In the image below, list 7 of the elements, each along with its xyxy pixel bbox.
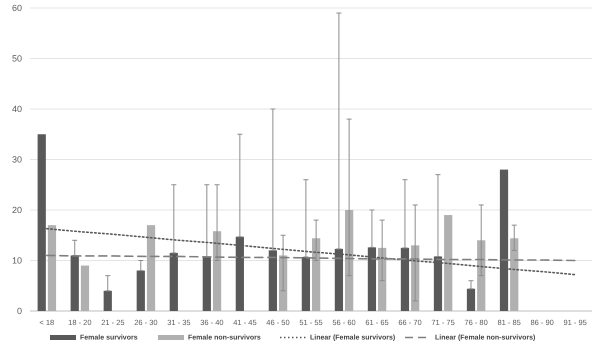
y-tick-label: 40 [12,104,22,114]
y-tick-label: 20 [12,205,22,216]
y-tick-label: 30 [12,154,22,165]
y-tick-label: 10 [12,256,22,266]
y-tick-label: 60 [12,3,22,14]
y-tick-label: 50 [12,54,22,64]
y-tick-label: 0 [16,306,22,316]
